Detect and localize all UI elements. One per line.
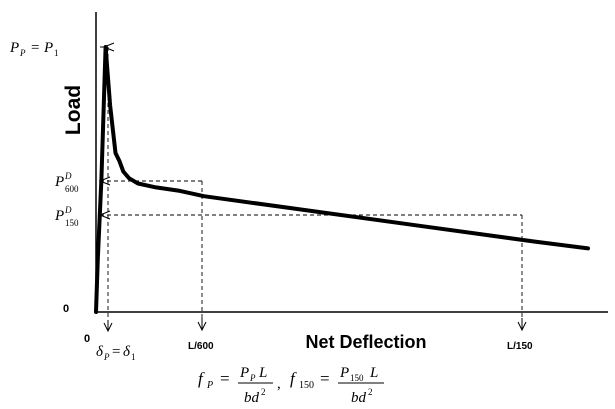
x-zero-label: 0 (84, 333, 90, 345)
svg-text:L: L (369, 365, 378, 381)
svg-text:P: P (249, 373, 256, 383)
svg-text:δ: δ (123, 344, 131, 360)
svg-text:P: P (9, 40, 19, 56)
svg-text:P: P (103, 352, 110, 362)
l600-arrow-down-icon (197, 318, 207, 332)
x-axis-arrows (103, 318, 527, 333)
svg-text:2: 2 (368, 387, 373, 397)
strength-formula: f P = P P L bd 2 , f 150 = P 150 L bd 2 (198, 365, 384, 406)
load-deflection-curve (94, 45, 590, 314)
peak-arrow-down-icon (103, 320, 113, 333)
label-peak-deflection: δ P = δ 1 (96, 344, 136, 362)
svg-text:bd: bd (244, 390, 260, 406)
svg-text:δ: δ (96, 344, 104, 360)
svg-text:=: = (31, 40, 39, 56)
svg-text:D: D (64, 205, 72, 215)
svg-text:2: 2 (261, 387, 266, 397)
reference-lines (100, 46, 523, 318)
svg-text:150: 150 (65, 218, 79, 228)
y-zero-label: 0 (63, 303, 69, 315)
svg-text:bd: bd (351, 390, 367, 406)
x-axis-title: Net Deflection (305, 332, 426, 352)
svg-text:=: = (320, 369, 330, 388)
svg-text:150: 150 (350, 373, 364, 383)
svg-text:P: P (239, 365, 249, 381)
svg-text:P: P (54, 174, 64, 190)
svg-text:P: P (54, 208, 64, 224)
label-load-l150: P D 150 (54, 205, 79, 228)
svg-text:1: 1 (54, 48, 59, 58)
svg-text:=: = (220, 369, 230, 388)
svg-text:f: f (290, 369, 297, 388)
svg-text:P: P (206, 380, 213, 391)
l150-arrow-down-icon (517, 318, 527, 332)
svg-text:1: 1 (131, 352, 136, 362)
label-peak-load: P P = P 1 (9, 40, 59, 58)
svg-text:600: 600 (65, 184, 79, 194)
svg-text:P: P (43, 40, 53, 56)
svg-text:D: D (64, 171, 72, 181)
svg-text:=: = (112, 344, 120, 360)
tick-label-l600: L/600 (188, 341, 214, 352)
tick-label-l150: L/150 (507, 341, 533, 352)
y-axis-title: Load (62, 85, 85, 135)
svg-text:150: 150 (299, 380, 314, 391)
svg-text:f: f (198, 369, 205, 388)
svg-text:P: P (19, 48, 26, 58)
svg-text:,: , (277, 376, 281, 392)
label-load-l600: P D 600 (54, 171, 79, 194)
svg-text:L: L (258, 365, 267, 381)
svg-text:P: P (339, 365, 349, 381)
